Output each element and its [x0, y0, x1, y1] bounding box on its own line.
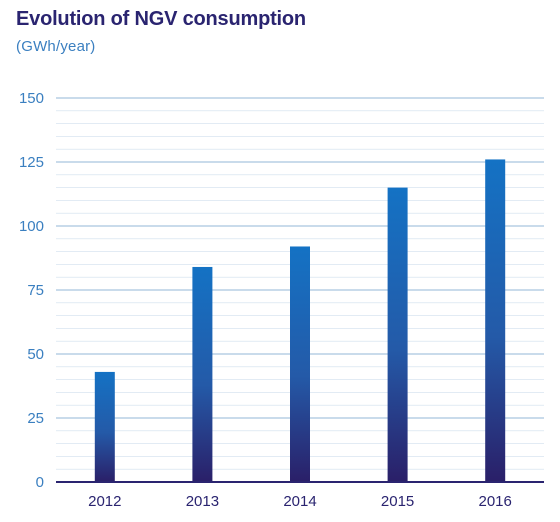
bars: [94, 159, 506, 482]
x-axis-ticks: 2012 2013 2014 2015 2016: [88, 493, 512, 510]
chart-title: Evolution of NGV consumption: [16, 8, 306, 30]
x-tick-label: 2014: [283, 493, 316, 510]
y-tick-label: 100: [19, 218, 44, 235]
y-tick-label: 25: [27, 410, 44, 427]
y-axis-ticks: 0 25 50 75 100 125 150: [19, 90, 44, 491]
x-tick-label: 2013: [186, 493, 219, 510]
bar-2014: [290, 246, 310, 482]
y-tick-label: 125: [19, 154, 44, 171]
chart-subtitle: (GWh/year): [16, 38, 96, 55]
x-tick-label: 2016: [479, 493, 512, 510]
bar-2015: [387, 187, 408, 482]
bar-2013: [192, 266, 213, 482]
x-tick-label: 2015: [381, 493, 414, 510]
y-tick-label: 0: [36, 474, 44, 491]
y-tick-label: 150: [19, 90, 44, 107]
bar-2016: [485, 159, 506, 482]
y-tick-label: 50: [27, 346, 44, 363]
y-tick-label: 75: [27, 282, 44, 299]
bar-2012: [94, 371, 115, 482]
x-tick-label: 2012: [88, 493, 121, 510]
